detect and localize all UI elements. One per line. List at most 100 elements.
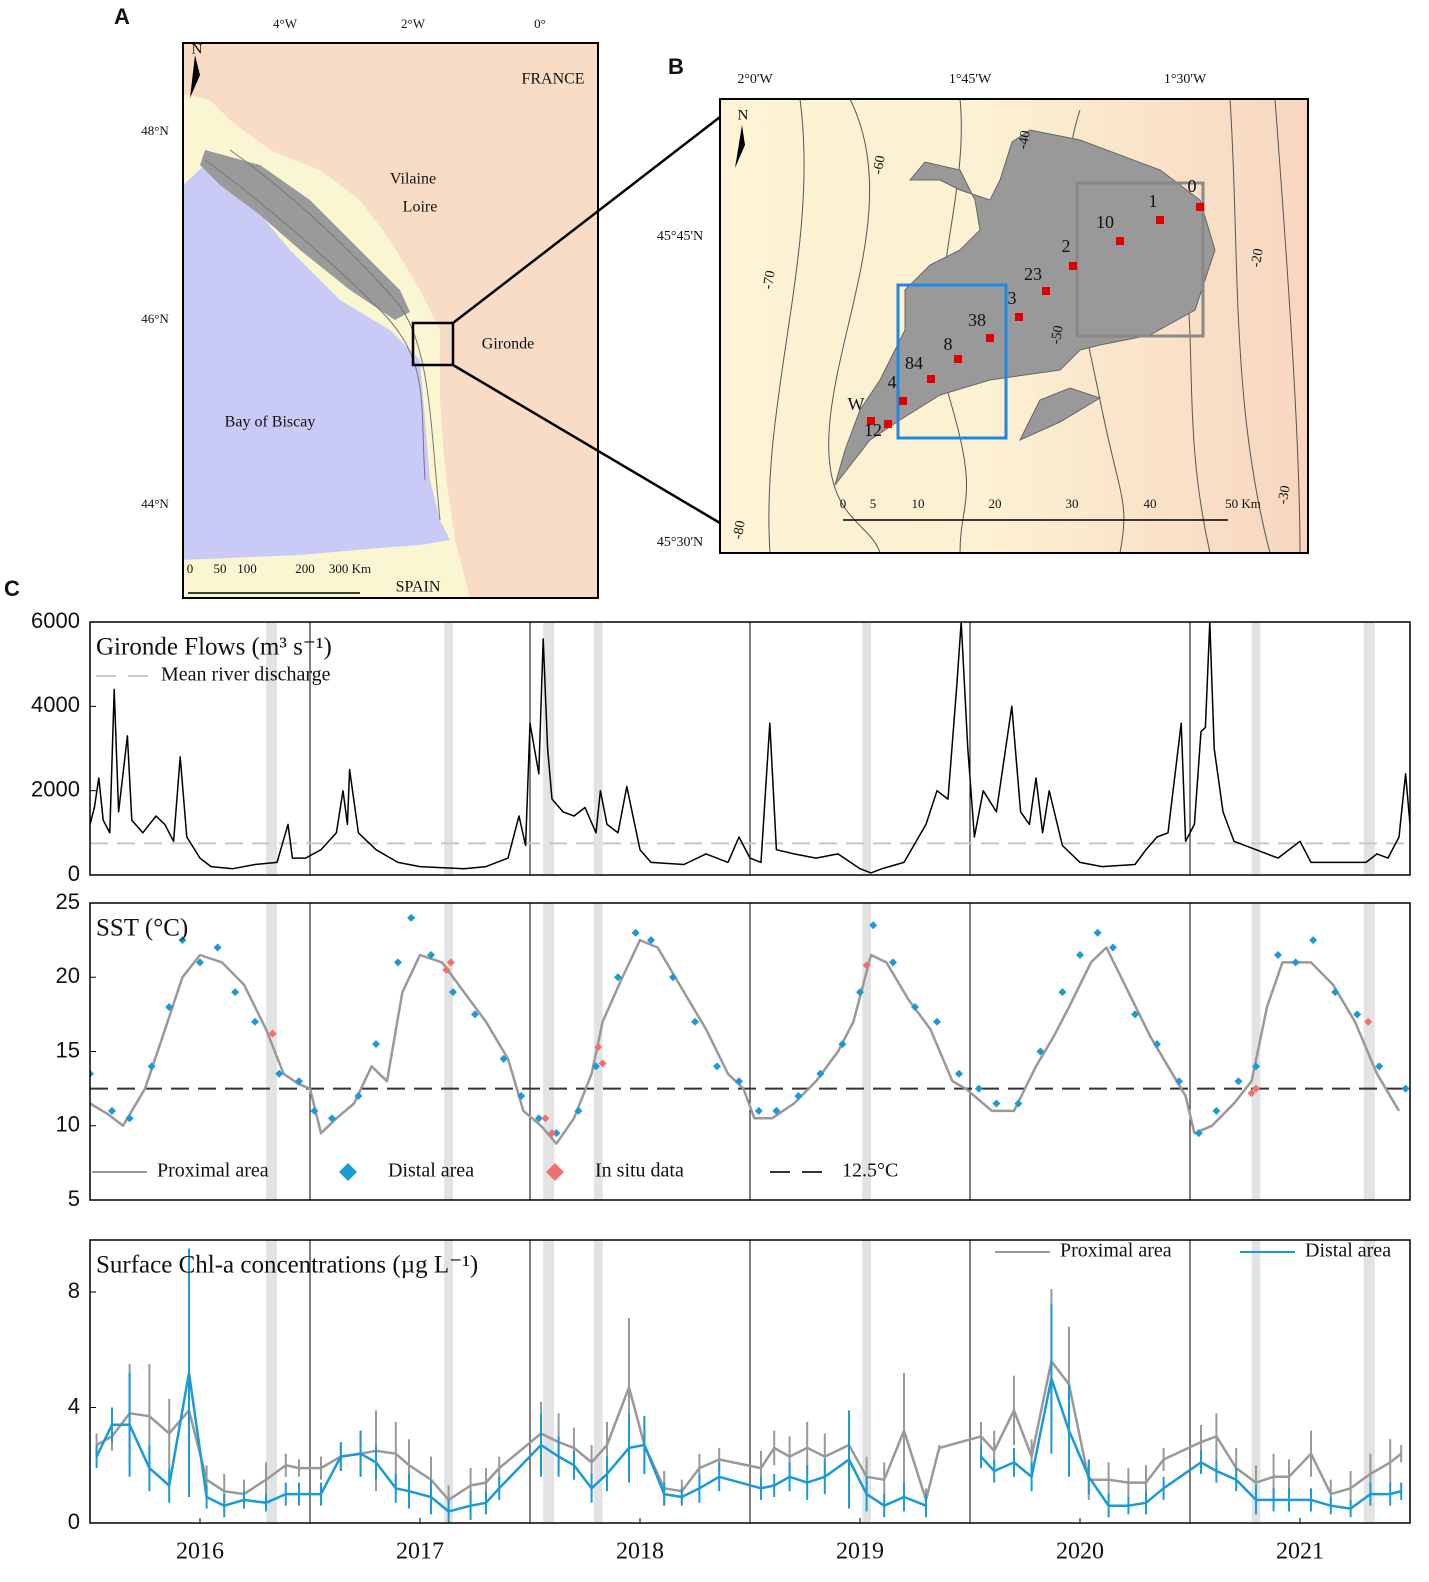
mud-patch xyxy=(834,129,1216,486)
lon-label: 1°45'W xyxy=(949,72,992,87)
panel-label: B xyxy=(668,54,684,79)
north-arrow xyxy=(735,125,745,168)
mud-patch xyxy=(1018,387,1102,442)
data-point xyxy=(1076,950,1084,959)
data-point xyxy=(869,921,878,930)
station-label: 0 xyxy=(1188,176,1197,196)
data-point xyxy=(1364,1017,1373,1026)
station-label: 84 xyxy=(905,353,923,373)
data-point xyxy=(691,1017,699,1026)
station xyxy=(867,417,875,425)
data-point xyxy=(669,973,677,982)
y-tick-label: 10 xyxy=(56,1112,80,1137)
station xyxy=(954,355,962,363)
depth-label: -30 xyxy=(1276,484,1294,505)
data-point xyxy=(275,1069,284,1078)
x-tick-label: 2017 xyxy=(396,1539,444,1565)
station xyxy=(1069,262,1077,270)
data-point xyxy=(310,1106,319,1115)
lon-label: 4°W xyxy=(273,16,298,31)
data-point xyxy=(165,1002,174,1011)
depth-label: -70 xyxy=(761,269,779,290)
data-point xyxy=(1194,1129,1203,1138)
lon-label: 1°30'W xyxy=(1164,72,1207,87)
map-a xyxy=(182,42,721,599)
station-label: 1 xyxy=(1149,191,1158,211)
contour xyxy=(204,149,441,521)
station-label: W xyxy=(848,394,865,414)
highlight-band xyxy=(1363,1240,1375,1523)
panel-label: A xyxy=(114,4,130,29)
data-point xyxy=(1309,936,1318,945)
data-point xyxy=(772,1106,781,1115)
map-b xyxy=(719,98,1309,554)
data-point xyxy=(1252,1062,1260,1071)
depth-label: -80 xyxy=(731,519,749,540)
data-point xyxy=(1375,1062,1384,1071)
lon-label: 2°W xyxy=(401,16,426,31)
data-point xyxy=(574,1106,583,1115)
data-point xyxy=(449,988,457,997)
data-point xyxy=(178,936,187,945)
data-point xyxy=(125,1114,134,1123)
x-tick-label: 2016 xyxy=(176,1539,224,1565)
place-label: Gironde xyxy=(482,336,534,353)
station-label: 38 xyxy=(968,310,986,330)
highlight-band xyxy=(862,903,871,1200)
legend-label: Proximal area xyxy=(157,1160,269,1182)
place-label: SPAIN xyxy=(396,579,441,596)
data-point xyxy=(372,1040,380,1049)
data-point xyxy=(1274,950,1282,959)
highlight-band xyxy=(1251,622,1261,875)
scale-label: 20 xyxy=(989,496,1002,511)
depth-label: -50 xyxy=(1049,324,1067,345)
station xyxy=(1042,287,1050,295)
plot-frame xyxy=(89,902,1411,1201)
data-point xyxy=(754,1106,763,1115)
x-tick-label: 2019 xyxy=(836,1539,884,1565)
data-point xyxy=(1093,928,1102,937)
highlight-band xyxy=(543,622,555,875)
data-point xyxy=(534,1114,543,1123)
data-point xyxy=(499,1054,508,1063)
data-point xyxy=(1109,943,1117,952)
highlight-band xyxy=(444,1240,453,1523)
data-point xyxy=(446,958,455,967)
data-point xyxy=(1234,1077,1243,1086)
lat-label: 44°N xyxy=(141,496,169,511)
plateau xyxy=(200,150,410,320)
panel-label: C xyxy=(4,576,20,601)
station xyxy=(1156,216,1164,224)
station-label: 12 xyxy=(864,420,882,440)
data-point xyxy=(427,950,435,959)
data-point xyxy=(1014,1099,1023,1108)
scale-label: 0 xyxy=(840,496,847,511)
data-point xyxy=(594,1043,603,1052)
lat-label: 45°30'N xyxy=(657,535,703,550)
x-tick-label: 2018 xyxy=(616,1539,664,1565)
data-point xyxy=(889,958,897,967)
y-tick-label: 0 xyxy=(68,861,80,886)
data-point xyxy=(794,1092,803,1101)
data-point xyxy=(552,1129,561,1138)
station-label: 4 xyxy=(888,372,897,392)
plot-frame xyxy=(89,621,1411,876)
data-point xyxy=(974,1084,983,1093)
y-tick-label: 0 xyxy=(68,1509,80,1534)
data-point xyxy=(328,1114,336,1123)
data-point xyxy=(816,1069,825,1078)
zoom-box xyxy=(411,321,455,367)
highlight-band xyxy=(543,1240,555,1523)
scale-label: 50 Km xyxy=(1225,496,1261,511)
data-point xyxy=(735,1077,743,1086)
data-point xyxy=(548,1129,556,1138)
north-label: N xyxy=(192,41,203,57)
north-arrow xyxy=(190,55,200,98)
data-point xyxy=(394,958,402,967)
data-point xyxy=(1353,1010,1362,1019)
data-line xyxy=(95,1371,1402,1513)
highlight-band xyxy=(593,903,603,1200)
scale-label: 0 xyxy=(187,561,194,576)
data-point xyxy=(911,1002,919,1011)
station-label: 2 xyxy=(1062,236,1071,256)
